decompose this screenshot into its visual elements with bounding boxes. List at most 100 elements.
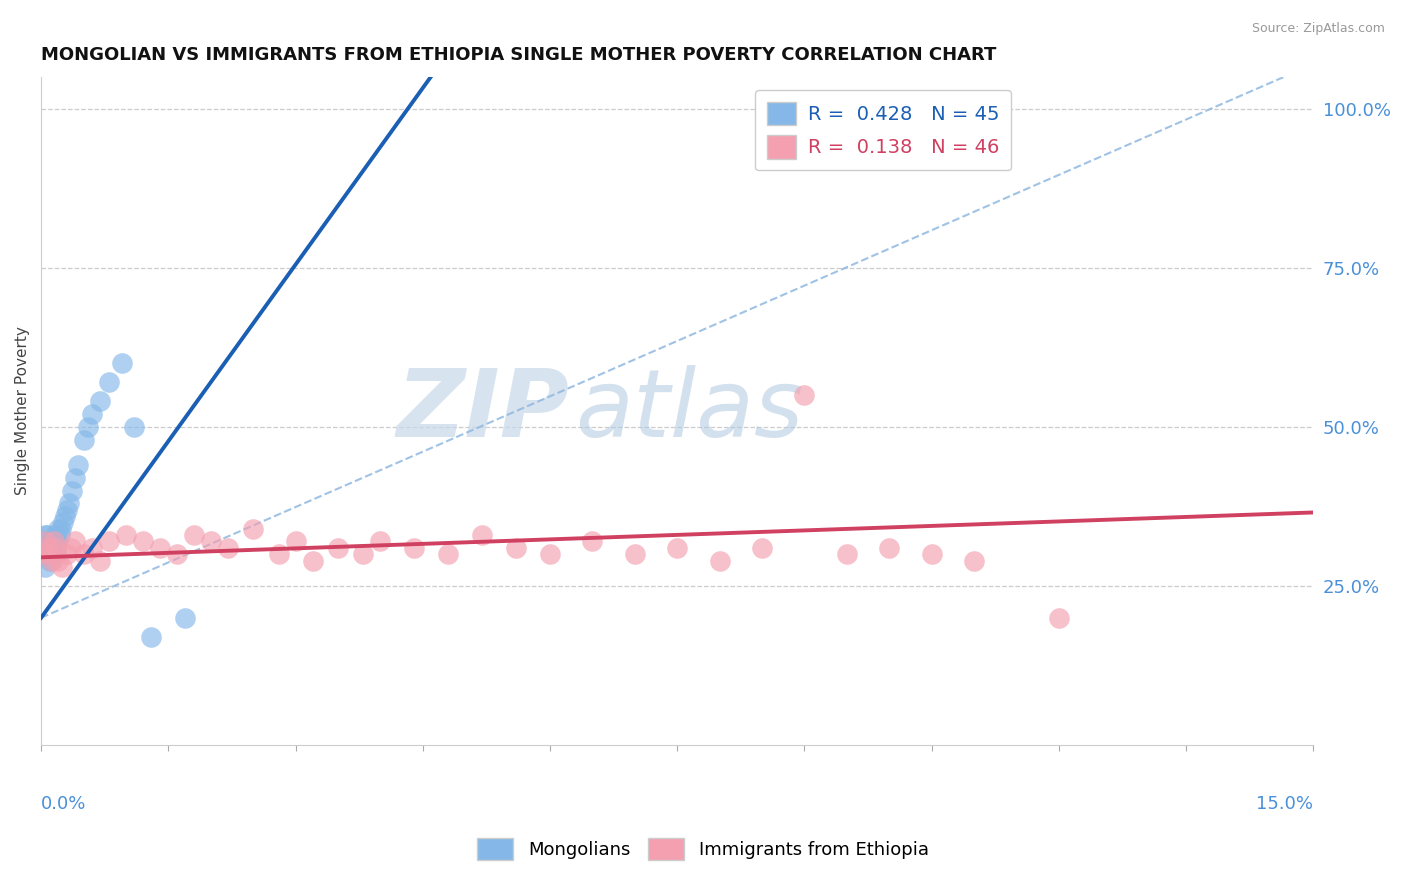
Point [835,547,858,561]
Point [72,433,94,447]
Point [67,458,90,472]
Point [49,528,72,542]
Point [404,541,426,555]
Point [46,553,69,567]
Point [37,534,59,549]
Text: atlas: atlas [575,366,804,457]
Point [34,541,56,555]
Point [39,541,62,555]
Point [267,547,290,561]
Point [53,508,76,523]
Point [42,541,65,555]
Point [124,420,146,434]
Point [877,541,900,555]
Point [709,553,731,567]
Text: MONGOLIAN VS IMMIGRANTS FROM ETHIOPIA SINGLE MOTHER POVERTY CORRELATION CHART: MONGOLIAN VS IMMIGRANTS FROM ETHIOPIA SI… [41,46,997,64]
Point [72,547,94,561]
Point [505,541,527,555]
Point [41,553,63,567]
Point [31,547,53,561]
Point [41,534,63,549]
Point [1047,611,1070,625]
Point [37,547,59,561]
Point [39,534,62,549]
Legend: Mongolians, Immigrants from Ethiopia: Mongolians, Immigrants from Ethiopia [470,830,936,867]
Point [921,547,943,561]
Point [42,534,65,549]
Text: Source: ZipAtlas.com: Source: ZipAtlas.com [1251,22,1385,36]
Point [751,541,773,555]
Point [59,541,82,555]
Point [37,541,59,555]
Point [174,611,197,625]
Point [51,522,73,536]
Point [284,534,307,549]
Point [35,541,58,555]
Point [38,541,60,555]
Point [149,541,172,555]
Legend: R =  0.428   N = 45, R =  0.138   N = 46: R = 0.428 N = 45, R = 0.138 N = 46 [755,90,1011,170]
Point [38,541,60,555]
Point [352,547,374,561]
Point [34,534,56,549]
Point [217,541,239,555]
Point [581,534,603,549]
Point [38,547,60,561]
Point [76,420,98,434]
Point [370,534,392,549]
Point [326,541,349,555]
Point [45,547,67,561]
Point [97,534,120,549]
Point [97,376,120,390]
Point [623,547,645,561]
Point [52,516,75,530]
Point [793,388,815,402]
Y-axis label: Single Mother Poverty: Single Mother Poverty [15,326,30,495]
Point [471,528,494,542]
Point [46,534,69,549]
Point [89,394,111,409]
Point [63,471,86,485]
Point [35,528,58,542]
Point [38,553,60,567]
Point [666,541,689,555]
Point [51,560,73,574]
Point [141,630,163,644]
Text: ZIP: ZIP [396,365,569,457]
Point [200,534,222,549]
Point [42,534,65,549]
Point [39,547,62,561]
Point [183,528,205,542]
Point [45,541,67,555]
Point [32,534,55,549]
Point [44,528,66,542]
Text: 15.0%: 15.0% [1257,795,1313,814]
Point [63,534,86,549]
Point [80,407,103,421]
Point [963,553,986,567]
Point [31,547,53,561]
Point [44,541,66,555]
Point [242,522,264,536]
Point [41,547,63,561]
Point [538,547,561,561]
Point [115,528,138,542]
Text: 0.0%: 0.0% [41,795,87,814]
Point [166,547,188,561]
Point [89,553,111,567]
Point [35,547,58,561]
Point [34,528,56,542]
Point [34,547,56,561]
Point [34,560,56,574]
Point [301,553,323,567]
Point [60,483,83,498]
Point [437,547,460,561]
Point [35,534,58,549]
Point [55,502,77,516]
Point [132,534,155,549]
Point [80,541,103,555]
Point [46,522,69,536]
Point [111,356,134,370]
Point [55,547,77,561]
Point [58,496,80,510]
